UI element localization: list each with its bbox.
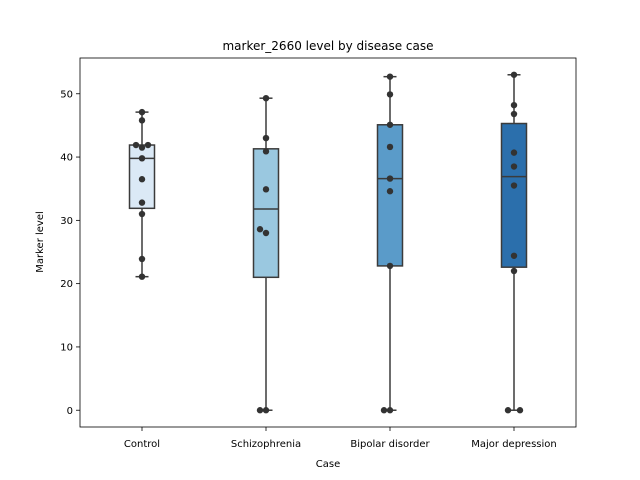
data-point (256, 226, 264, 233)
data-point (138, 210, 146, 218)
data-point (138, 176, 146, 183)
data-point (504, 407, 512, 414)
y-tick-label: 10 (60, 343, 73, 354)
y-tick-label: 50 (60, 89, 73, 100)
data-point (510, 163, 518, 170)
box-group-4 (500, 74, 528, 411)
y-tick-label: 20 (60, 279, 73, 290)
data-point (138, 199, 146, 206)
data-point (262, 186, 270, 193)
data-point (386, 91, 394, 98)
data-point (138, 108, 146, 116)
data-point (510, 71, 518, 78)
data-point (386, 188, 394, 195)
data-point (262, 94, 270, 102)
plot-frame (79, 57, 577, 428)
data-point (510, 252, 518, 259)
data-point (386, 121, 394, 128)
data-point (386, 73, 394, 80)
data-point (510, 182, 518, 189)
data-points-2 (256, 94, 270, 414)
box-group-3 (376, 75, 404, 411)
x-axis-label: Case (316, 459, 340, 470)
data-point (262, 148, 270, 155)
data-point (510, 267, 518, 275)
data-points-3 (380, 73, 394, 414)
data-point (380, 407, 388, 414)
data-point (262, 229, 270, 237)
x-tick-label: Major depression (471, 439, 557, 450)
data-point (386, 143, 394, 151)
data-point (386, 175, 394, 182)
x-axis: Control Schizophrenia Bipolar disorder Majo… (124, 427, 557, 450)
chart-title: marker_2660 level by disease case (222, 39, 433, 53)
data-point (138, 255, 146, 263)
data-point (256, 407, 264, 414)
box-iqr (252, 148, 280, 279)
data-point (262, 407, 270, 414)
x-tick-label: Schizophrenia (231, 439, 301, 450)
data-point (386, 262, 394, 270)
y-tick-label: 30 (60, 216, 73, 227)
data-point (262, 134, 270, 142)
plot-area (128, 71, 528, 414)
y-axis: 0 10 20 30 40 50 (60, 89, 80, 417)
data-point (144, 141, 152, 149)
y-tick-label: 0 (67, 406, 73, 417)
data-point (386, 407, 394, 414)
x-tick-label: Control (124, 439, 160, 450)
y-tick-label: 40 (60, 153, 73, 164)
data-point (510, 101, 518, 109)
data-point (516, 407, 524, 414)
data-points-4 (504, 71, 524, 414)
y-axis-label: Marker level (35, 211, 46, 273)
box-iqr (376, 124, 404, 267)
data-point (138, 117, 146, 124)
data-point (138, 144, 146, 151)
data-points-1 (132, 108, 152, 280)
data-point (510, 110, 518, 118)
data-point (138, 155, 146, 162)
x-tick-label: Bipolar disorder (350, 439, 430, 450)
box-iqr (500, 122, 528, 268)
data-point (510, 149, 518, 156)
data-point (132, 141, 140, 149)
data-point (138, 273, 146, 280)
